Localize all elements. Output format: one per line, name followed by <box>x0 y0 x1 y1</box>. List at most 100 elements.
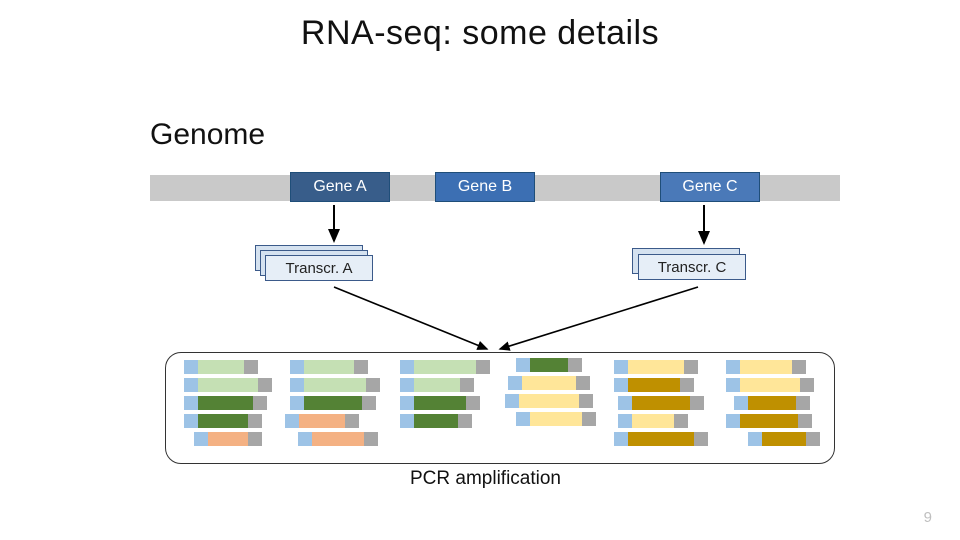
fragment-segment <box>628 432 694 446</box>
fragment <box>400 360 490 374</box>
fragment-segment <box>530 358 568 372</box>
fragment-segment <box>362 396 376 410</box>
fragment-segment <box>248 432 262 446</box>
fragment-segment <box>198 414 248 428</box>
fragment-segment <box>198 396 253 410</box>
fragment-segment <box>576 376 590 390</box>
fragment <box>400 414 472 428</box>
fragment <box>184 414 262 428</box>
fragment-segment <box>290 360 304 374</box>
fragment-segment <box>530 412 582 426</box>
fragment-segment <box>726 360 740 374</box>
fragment <box>618 414 688 428</box>
fragment-segment <box>800 378 814 392</box>
transcript-c-front: Transcr. C <box>638 254 746 280</box>
fragment-segment <box>684 360 698 374</box>
fragment <box>734 396 810 410</box>
pcr-label: PCR amplification <box>410 468 561 490</box>
slide-title: RNA-seq: some details <box>0 14 960 53</box>
fragment-segment <box>748 396 796 410</box>
fragment-segment <box>304 360 354 374</box>
fragment <box>184 360 258 374</box>
fragment-segment <box>290 396 304 410</box>
gene-a-label: Gene A <box>313 178 366 196</box>
fragment <box>614 432 708 446</box>
fragment-segment <box>476 360 490 374</box>
transcript-a-front: Transcr. A <box>265 255 373 281</box>
fragment-segment <box>734 396 748 410</box>
fragment-segment <box>208 432 248 446</box>
fragment-segment <box>400 396 414 410</box>
fragment-segment <box>258 378 272 392</box>
fragment-segment <box>516 358 530 372</box>
fragment <box>726 360 806 374</box>
fragment-segment <box>694 432 708 446</box>
fragment-segment <box>618 414 632 428</box>
fragment <box>400 378 474 392</box>
fragment <box>194 432 262 446</box>
fragment-segment <box>748 432 762 446</box>
gene-b-label: Gene B <box>458 178 512 196</box>
fragment-segment <box>400 414 414 428</box>
fragment <box>184 378 272 392</box>
fragment <box>290 378 380 392</box>
fragment-segment <box>304 378 366 392</box>
fragment-segment <box>400 360 414 374</box>
fragment <box>505 394 593 408</box>
fragment-segment <box>618 396 632 410</box>
fragment-segment <box>519 394 579 408</box>
fragment-segment <box>414 414 458 428</box>
fragment-segment <box>253 396 267 410</box>
fragment-segment <box>792 360 806 374</box>
transcript-c-label: Transcr. C <box>658 259 727 276</box>
fragment-segment <box>690 396 704 410</box>
fragment-segment <box>414 396 466 410</box>
fragment-segment <box>460 378 474 392</box>
fragment-segment <box>726 378 740 392</box>
fragment-segment <box>184 396 198 410</box>
fragment <box>726 378 814 392</box>
fragment <box>618 396 704 410</box>
fragment-segment <box>505 394 519 408</box>
fragment-segment <box>248 414 262 428</box>
fragment-segment <box>184 414 198 428</box>
fragment-segment <box>244 360 258 374</box>
fragment <box>614 360 698 374</box>
fragment-segment <box>762 432 806 446</box>
fragment-segment <box>632 396 690 410</box>
gene-c-label: Gene C <box>682 178 737 196</box>
fragment <box>516 412 596 426</box>
fragment-segment <box>458 414 472 428</box>
fragment-segment <box>796 396 810 410</box>
gene-box-c: Gene C <box>660 172 760 202</box>
fragment <box>508 376 590 390</box>
fragment-segment <box>366 378 380 392</box>
fragment-segment <box>582 412 596 426</box>
fragment-segment <box>522 376 576 390</box>
fragment-segment <box>298 432 312 446</box>
gene-box-b: Gene B <box>435 172 535 202</box>
fragment-segment <box>364 432 378 446</box>
fragment-segment <box>299 414 345 428</box>
fragment-segment <box>290 378 304 392</box>
fragment-segment <box>614 360 628 374</box>
fragment-segment <box>198 378 258 392</box>
fragment-segment <box>614 378 628 392</box>
fragment <box>298 432 378 446</box>
fragment <box>726 414 812 428</box>
fragment-segment <box>740 360 792 374</box>
fragment-segment <box>466 396 480 410</box>
fragment-segment <box>632 414 674 428</box>
fragment-segment <box>508 376 522 390</box>
fragment-segment <box>806 432 820 446</box>
genome-label: Genome <box>150 118 265 152</box>
fragment-segment <box>414 360 476 374</box>
fragment-segment <box>414 378 460 392</box>
slide: RNA-seq: some details Genome Gene A Gene… <box>0 0 960 540</box>
fragment-segment <box>304 396 362 410</box>
fragment-segment <box>568 358 582 372</box>
fragment <box>285 414 359 428</box>
fragment-segment <box>740 414 798 428</box>
fragment-segment <box>614 432 628 446</box>
fragment-segment <box>345 414 359 428</box>
